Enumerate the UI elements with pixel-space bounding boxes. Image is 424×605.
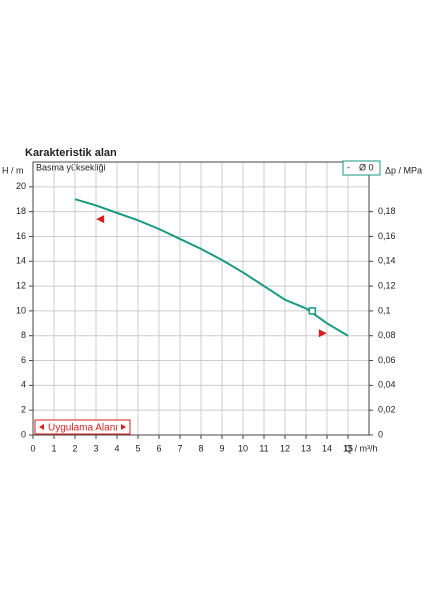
y-tick-label: 8 — [21, 330, 26, 340]
y2-tick-label: 0 — [378, 429, 383, 439]
x-tick-label: 8 — [198, 443, 203, 453]
x-tick-label: 0 — [30, 443, 35, 453]
y2-tick-label: 0,04 — [378, 380, 396, 390]
x-tick-label: 14 — [322, 443, 332, 453]
x-tick-label: 3 — [93, 443, 98, 453]
legend-box — [342, 160, 381, 176]
y-axis-label: H / m — [2, 165, 24, 175]
y2-axis-label: Δp / MPa — [385, 165, 422, 175]
y-tick-label: 12 — [16, 280, 26, 290]
y-tick-label: 18 — [16, 206, 26, 216]
range-box — [34, 419, 131, 435]
y2-tick-label: 0,18 — [378, 206, 396, 216]
y-tick-label: 4 — [21, 380, 26, 390]
limit-marker — [96, 215, 105, 224]
y2-tick-label: 0,08 — [378, 330, 396, 340]
y2-tick-label: 0,06 — [378, 355, 396, 365]
x-tick-label: 12 — [280, 443, 290, 453]
chart-title: Karakteristik alan — [25, 147, 117, 159]
y-tick-label: 16 — [16, 231, 26, 241]
x-tick-label: 7 — [177, 443, 182, 453]
limit-marker — [318, 329, 327, 338]
x-tick-label: 5 — [135, 443, 140, 453]
x-tick-label: 11 — [259, 443, 268, 453]
x-tick-label: 1 — [51, 443, 56, 453]
y-tick-label: 20 — [16, 181, 26, 191]
y2-tick-label: 0,12 — [378, 280, 396, 290]
x-axis-label: Q / m³/h — [345, 443, 378, 453]
x-tick-label: 13 — [301, 443, 311, 453]
x-tick-label: 10 — [238, 443, 248, 453]
y2-tick-label: 0,02 — [378, 405, 396, 415]
range-arrow-left — [39, 424, 44, 430]
y-tick-label: 14 — [16, 256, 26, 266]
annotation: Basma yüksekliği — [36, 162, 106, 172]
y2-tick-label: 0,1 — [378, 305, 391, 315]
range-arrow-right — [121, 424, 126, 430]
y2-tick-label: 0,14 — [378, 256, 396, 266]
operating-point — [308, 307, 317, 315]
y-tick-label: 6 — [21, 355, 26, 365]
legend-entry: Ø 0 — [359, 162, 374, 172]
x-tick-label: 4 — [114, 443, 119, 453]
y-tick-label: 2 — [21, 405, 26, 415]
x-tick-label: 2 — [72, 443, 77, 453]
y-tick-label: 10 — [16, 305, 26, 315]
curve — [74, 198, 349, 337]
y-tick-label: 0 — [21, 429, 26, 439]
x-tick-label: 15 — [343, 443, 353, 453]
y2-tick-label: 0,16 — [378, 231, 396, 241]
plot-layer — [32, 162, 369, 436]
x-tick-label: 9 — [219, 443, 224, 453]
x-tick-label: 6 — [156, 443, 161, 453]
legend-dash: - — [347, 162, 350, 172]
range-label: Uygulama Alanı — [48, 423, 118, 434]
